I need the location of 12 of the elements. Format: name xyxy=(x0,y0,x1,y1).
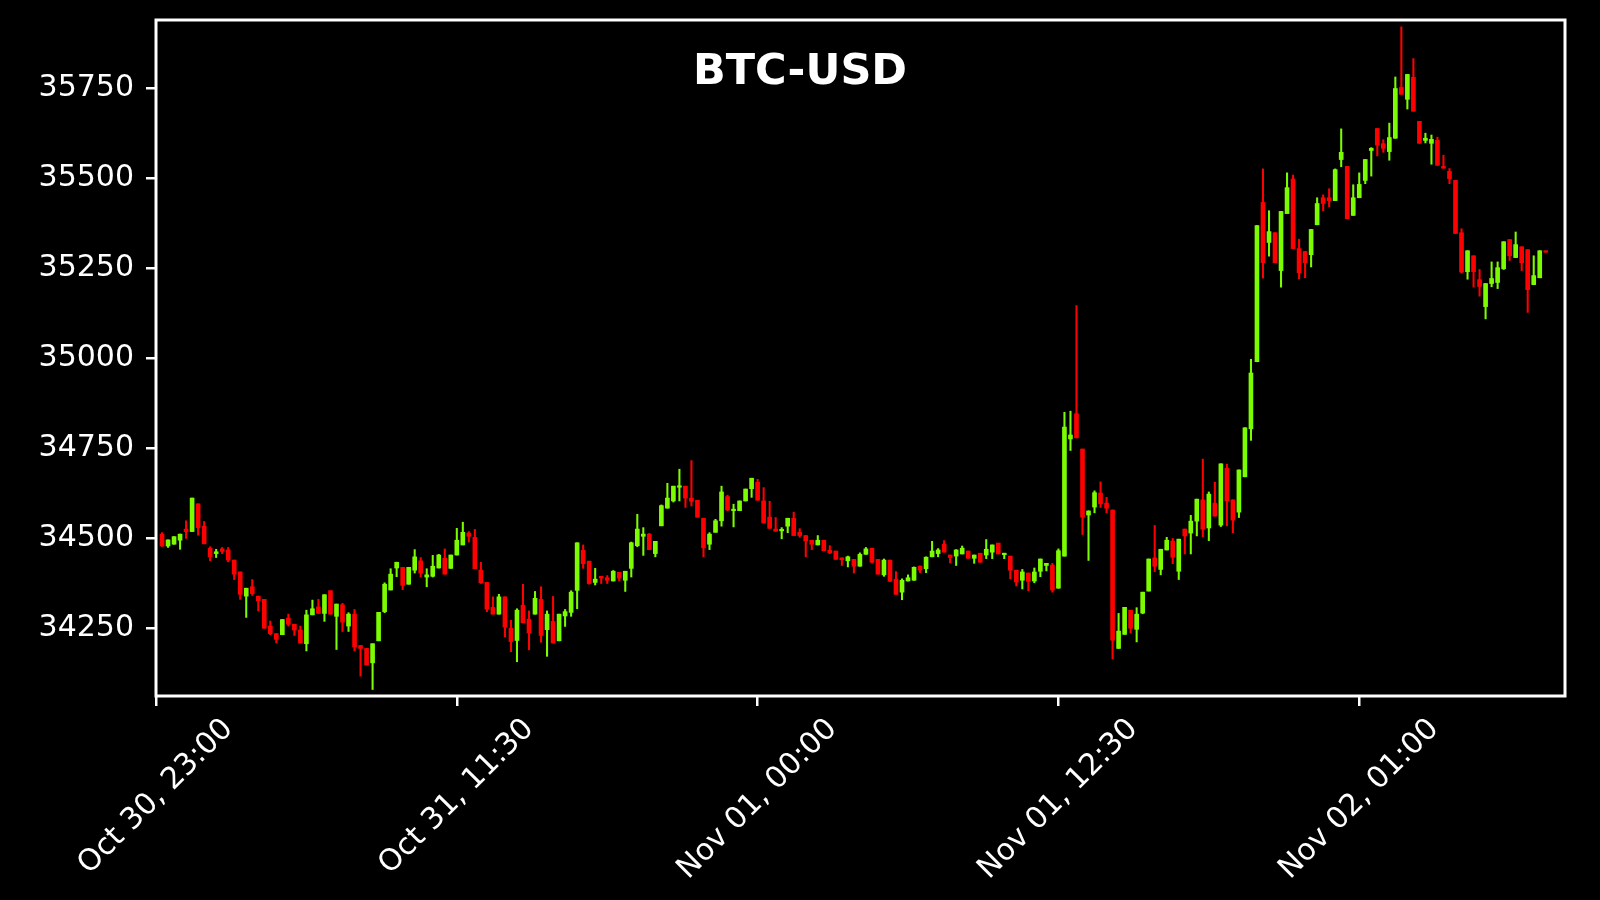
y-tick-label: 34750 xyxy=(38,428,134,464)
text: BTC-USD xyxy=(692,44,908,95)
candlestick xyxy=(1441,154,1446,169)
y-tick-label: 34500 xyxy=(38,518,134,554)
candlestick xyxy=(1086,510,1091,561)
candlestick xyxy=(334,603,339,650)
y-tick-label: 34250 xyxy=(38,608,134,644)
y-tick-label: 35000 xyxy=(38,337,134,373)
y-tick-label: 35250 xyxy=(38,247,134,283)
y-tick-label: 35750 xyxy=(38,67,134,103)
y-tick-label: 35500 xyxy=(38,157,134,193)
candlestick xyxy=(1074,305,1079,439)
